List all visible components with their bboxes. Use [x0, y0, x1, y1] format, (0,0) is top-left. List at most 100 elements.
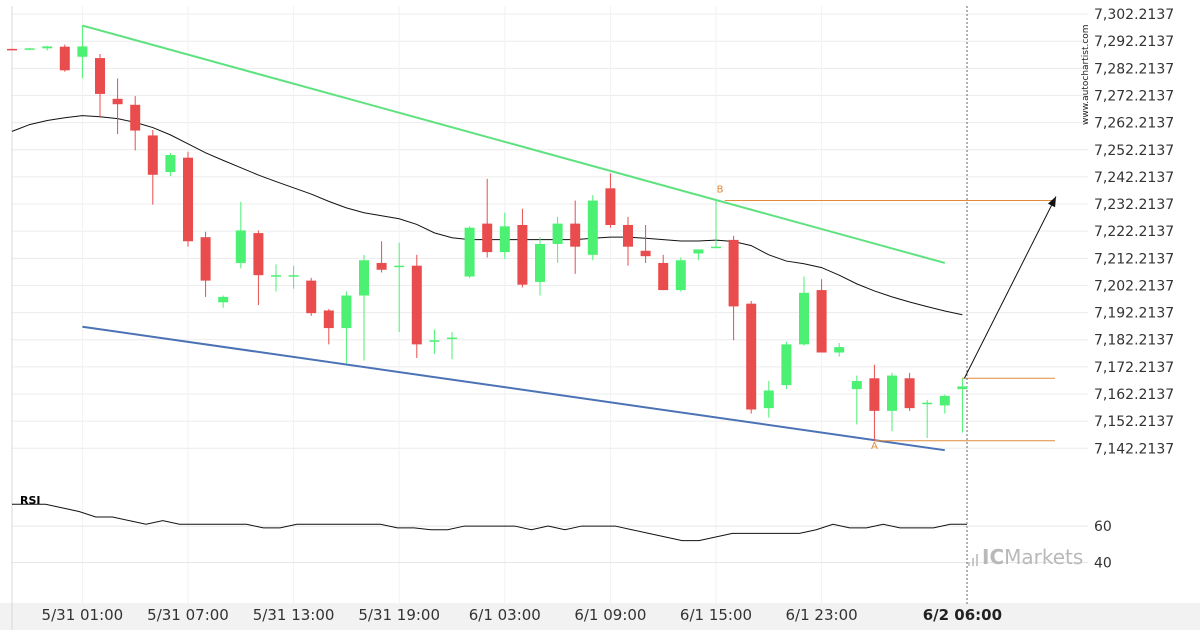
candle-body — [693, 249, 704, 254]
forecast-arrow — [963, 196, 1057, 379]
y-tick-label: 7,302.2137 — [1094, 7, 1174, 23]
candle — [59, 44, 70, 72]
candle-body — [24, 48, 35, 50]
x-tick-label: 5/31 07:00 — [147, 606, 229, 624]
candle-body — [957, 386, 968, 390]
candle-body — [306, 280, 317, 314]
candle — [200, 231, 211, 297]
candle — [746, 300, 757, 414]
candle — [781, 341, 792, 390]
candle-body — [623, 224, 633, 247]
candle — [464, 226, 475, 278]
candle-body — [464, 227, 475, 277]
candle-body — [922, 402, 933, 405]
candle-body — [658, 262, 669, 291]
watermark-text: www.autochartist.com — [1081, 24, 1091, 125]
candle — [711, 200, 721, 249]
candle-body — [816, 290, 827, 353]
point-label-B: B — [717, 184, 724, 195]
candle-body — [781, 344, 792, 386]
y-tick-label: 7,272.2137 — [1094, 89, 1174, 105]
candle — [869, 364, 880, 441]
candlesticks — [7, 25, 968, 441]
x-tick-label: 6/1 15:00 — [680, 606, 752, 624]
candle-body — [323, 310, 334, 329]
y-tick-label: 7,252.2137 — [1094, 143, 1174, 159]
candle-body — [675, 260, 686, 291]
candle-body — [341, 295, 352, 329]
candle — [763, 380, 774, 418]
y-tick-label: 7,142.2137 — [1094, 441, 1174, 457]
rsi-panel: RSI — [12, 494, 967, 542]
candle-body — [746, 303, 757, 410]
y-tick-label: 7,222.2137 — [1094, 224, 1174, 240]
candle-body — [887, 375, 897, 411]
candle-body — [218, 296, 229, 303]
candle-body — [77, 46, 88, 57]
candle — [693, 249, 704, 261]
candle-body — [447, 337, 457, 340]
y-tick-label: 7,292.2137 — [1094, 34, 1174, 50]
candle — [218, 295, 229, 308]
candle — [816, 279, 827, 353]
candle-body — [253, 233, 264, 276]
candle-body — [552, 223, 563, 244]
candle-body — [834, 347, 845, 353]
candle — [605, 173, 616, 228]
candle-body — [535, 243, 545, 282]
point-label-A: A — [871, 441, 878, 452]
rsi-line — [12, 503, 967, 542]
x-tick-label: 6/1 23:00 — [786, 606, 858, 624]
candle — [957, 378, 968, 433]
candle — [799, 276, 809, 346]
brand-bar-icon — [972, 558, 974, 566]
candle-body — [763, 390, 774, 409]
candle-body — [587, 200, 598, 255]
candle-body — [59, 46, 70, 71]
y-tick-label: 7,162.2137 — [1094, 387, 1174, 403]
candle — [235, 201, 246, 269]
trend-lines — [82, 24, 946, 452]
candle-body — [939, 395, 950, 406]
price-levels: BA — [717, 6, 1055, 604]
candle-body — [605, 188, 616, 225]
y-tick-label: 7,242.2137 — [1094, 170, 1174, 186]
candle — [7, 48, 17, 51]
forecast-arrow-group — [963, 196, 1057, 379]
candle — [623, 216, 633, 266]
candle — [323, 309, 334, 345]
candle-body — [359, 260, 369, 296]
y-tick-label: 7,172.2137 — [1094, 360, 1174, 376]
y-tick-label: 7,152.2137 — [1094, 414, 1174, 430]
candle — [359, 254, 369, 361]
candle — [411, 254, 422, 358]
candle-body — [376, 262, 387, 270]
candle — [447, 332, 457, 360]
candle-body — [183, 157, 193, 242]
candle — [640, 224, 651, 263]
lower-trend-line — [82, 325, 945, 452]
candle-body — [235, 230, 246, 263]
y-tick-label: 7,182.2137 — [1094, 333, 1174, 349]
x-tick-label: 6/2 06:00 — [923, 606, 1002, 624]
candle — [834, 343, 845, 357]
candle — [535, 237, 545, 296]
candle — [394, 242, 405, 333]
y-tick-label: 7,232.2137 — [1094, 197, 1174, 213]
candle — [271, 264, 281, 292]
candle-body — [799, 292, 809, 345]
y-tick-label: 7,202.2137 — [1094, 278, 1174, 294]
candle-body — [271, 275, 281, 277]
candle — [165, 153, 176, 177]
candle — [95, 54, 105, 118]
y-tick-label: 7,192.2137 — [1094, 306, 1174, 322]
candle-body — [130, 104, 141, 131]
forecast-arrow-head — [1047, 196, 1056, 208]
candle — [570, 200, 581, 274]
rsi-tick-label: 60 — [1094, 519, 1112, 535]
brand-prefix: ICMarkets — [982, 545, 1083, 569]
candle-body — [711, 246, 721, 249]
brand-bar-icon — [968, 562, 970, 566]
candle — [77, 25, 88, 79]
